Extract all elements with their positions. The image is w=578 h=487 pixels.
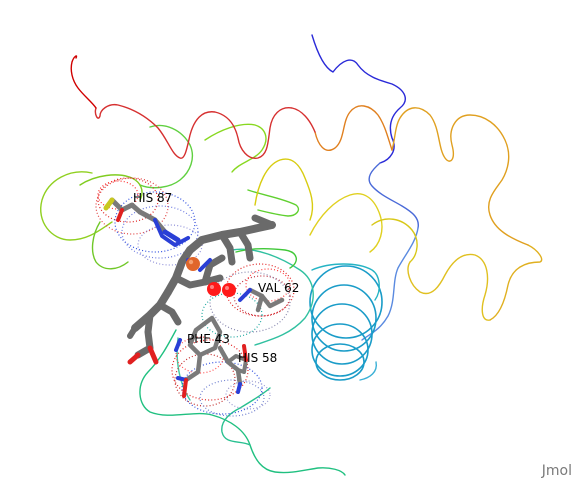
backbone-segment-yellowgreen: [41, 172, 112, 240]
oxygen-atom-sphere: [207, 282, 221, 296]
his87-sticks: [106, 200, 188, 245]
backbone-segment-green-5: [236, 249, 296, 268]
helix-coils-cyan: [310, 266, 382, 380]
iron-atom-sphere: [186, 257, 200, 271]
backbone-segment-red: [95, 105, 315, 159]
jmol-watermark: Jmol: [542, 463, 572, 479]
backbone-segment-yelloworange: [490, 245, 542, 320]
residue-label-phe43: PHE 43: [187, 333, 230, 345]
residue-label-his87: HIS 87: [133, 192, 172, 204]
backbone-segment-orange-2: [315, 106, 392, 150]
oxygen-atom-highlight: [225, 286, 229, 290]
backbone-segment-yellow-4: [408, 254, 490, 320]
backbone-segment-green-2: [93, 222, 128, 269]
iron-atom-highlight: [189, 260, 193, 264]
stick-models: [106, 200, 282, 396]
backbone-segment-green: [140, 126, 192, 188]
helix-coil: [316, 344, 364, 380]
backbone-segment-blue: [312, 35, 405, 163]
residue-label-his58: HIS 58: [238, 352, 277, 364]
backbone-segment-darkred: [71, 56, 96, 108]
oxygen-atom-highlight: [210, 285, 214, 289]
backbone-segment-yellow-2: [310, 194, 382, 252]
residue-label-val62: VAL 62: [258, 282, 299, 294]
protein-backbone-trace: [41, 35, 542, 475]
backbone-segment-blue-2: [369, 163, 418, 228]
oxygen-atom-sphere: [222, 283, 236, 297]
backbone-segment-orange: [392, 108, 528, 245]
